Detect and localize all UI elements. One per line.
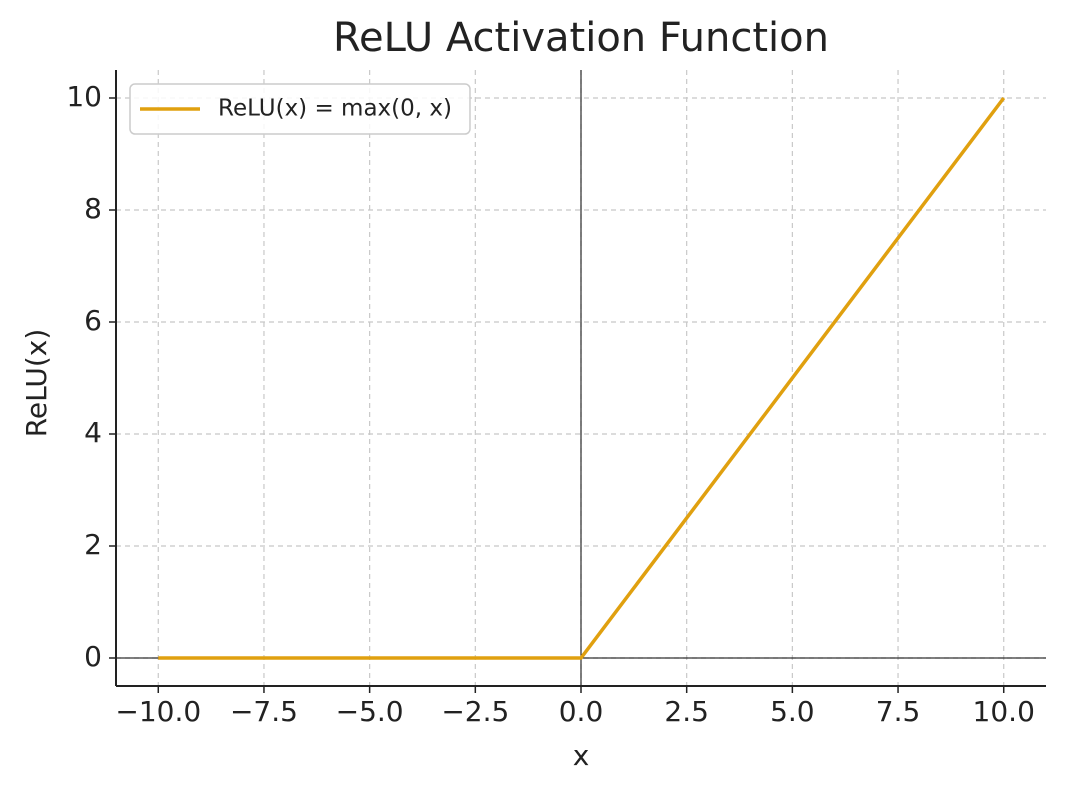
line [158,96,1006,660]
y-tick-label: 10 [66,80,102,113]
x-tick-label: −10.0 [115,695,201,728]
y-tick-label: 4 [84,416,102,449]
legend: ReLU(x) = max(0, x) [129,83,471,135]
legend-box [129,83,471,135]
y-tick-label: 0 [84,640,102,673]
x-tick-label: −2.5 [441,695,509,728]
x-tick-label: −7.5 [230,695,298,728]
x-tick-label: 7.5 [876,695,921,728]
x-tick-label: −5.0 [336,695,404,728]
x-tick-label: 5.0 [770,695,815,728]
x-tick-label: 2.5 [664,695,709,728]
chart-title: ReLU Activation Function [333,15,829,61]
legend-label: ReLU(x) = max(0, x) [218,96,452,122]
y-tick-label: 8 [84,192,102,225]
x-tick-label: 0.0 [559,695,604,728]
y-axis-label: ReLU(x) [20,329,53,438]
y-tick-label: 6 [84,304,102,337]
x-tick-label: 10.0 [973,695,1035,728]
y-tick-label: 2 [84,528,102,561]
x-axis-label: x [573,739,590,772]
